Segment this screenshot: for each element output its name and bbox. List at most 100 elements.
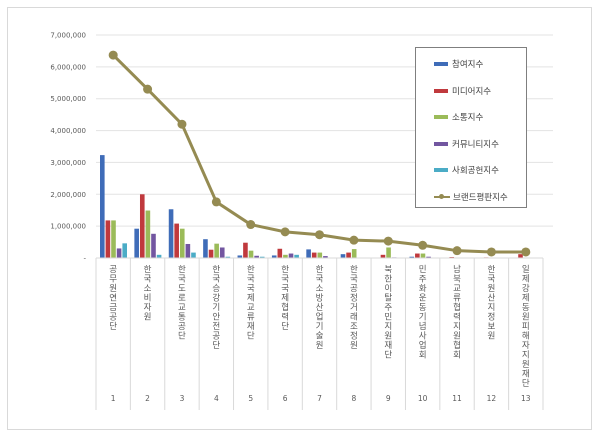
bar-1 bbox=[409, 256, 415, 258]
category-label: 이 bbox=[384, 283, 392, 294]
category-label: 해 bbox=[522, 332, 530, 342]
line-marker bbox=[521, 247, 531, 257]
category-label: 국 bbox=[316, 275, 324, 285]
bar-2 bbox=[243, 242, 248, 258]
category-label: 지 bbox=[488, 303, 496, 313]
category-number: 8 bbox=[351, 394, 356, 403]
bar-2 bbox=[346, 252, 351, 258]
category-label: 한 bbox=[316, 265, 324, 275]
bar-1 bbox=[340, 254, 346, 258]
bar-5 bbox=[156, 254, 162, 258]
category-label: 제 bbox=[522, 275, 530, 285]
category-label: 원 bbox=[384, 332, 392, 342]
category-label: 한 bbox=[144, 265, 152, 275]
category-label: 협 bbox=[281, 302, 289, 313]
bar-4 bbox=[426, 256, 431, 258]
bar-1 bbox=[271, 255, 277, 258]
bar-3 bbox=[145, 210, 151, 258]
category-label: 공 bbox=[109, 313, 117, 323]
bar-3 bbox=[179, 228, 185, 258]
y-tick-label: 7,000,000 bbox=[50, 32, 86, 40]
category-label: 강 bbox=[522, 283, 530, 294]
bar-4 bbox=[323, 256, 328, 258]
category-label: 일 bbox=[522, 265, 530, 275]
category-label: 국 bbox=[281, 284, 289, 294]
category-label: 국 bbox=[212, 275, 220, 285]
category-label: 국 bbox=[488, 275, 496, 285]
category-label: 한 bbox=[488, 265, 496, 275]
category-label: 지 bbox=[453, 322, 461, 332]
line-marker bbox=[418, 240, 428, 250]
category-label: 보 bbox=[488, 322, 496, 332]
category-label: 금 bbox=[109, 303, 117, 313]
legend-label: 미디어지수 bbox=[452, 86, 492, 97]
category-label: 조 bbox=[350, 322, 358, 332]
category-label: 국 bbox=[247, 284, 255, 294]
category-label: 북 bbox=[453, 275, 461, 285]
category-label: 류 bbox=[247, 313, 255, 323]
category-label: 주 bbox=[384, 303, 392, 313]
category-label: 교 bbox=[178, 303, 186, 313]
category-label: 원 bbox=[350, 341, 358, 351]
y-tick-label: 6,000,000 bbox=[50, 63, 86, 71]
bar-5 bbox=[122, 243, 127, 258]
category-number: 9 bbox=[386, 394, 391, 403]
category-label: 소 bbox=[144, 284, 152, 294]
category-label: 단 bbox=[178, 331, 186, 342]
category-label: 공 bbox=[212, 332, 220, 342]
category-label: 재 bbox=[247, 322, 255, 332]
category-label: 산 bbox=[316, 302, 324, 313]
line-marker bbox=[383, 236, 393, 246]
category-label: 도 bbox=[178, 284, 186, 294]
category-label: 단 bbox=[109, 321, 117, 332]
category-label: 재 bbox=[384, 341, 392, 351]
line-marker bbox=[315, 230, 324, 240]
bar-3 bbox=[351, 249, 357, 258]
category-label: 업 bbox=[419, 341, 427, 351]
category-label: 회 bbox=[453, 351, 461, 361]
category-label: 공 bbox=[109, 265, 117, 275]
category-label: 재 bbox=[522, 370, 530, 380]
category-label: 업 bbox=[316, 313, 324, 323]
category-label: 력 bbox=[453, 312, 461, 323]
bar-1 bbox=[237, 255, 243, 258]
legend-item: 미디어지수 bbox=[434, 84, 491, 98]
category-label: 술 bbox=[316, 332, 324, 342]
category-number: 12 bbox=[487, 394, 497, 403]
bar-5 bbox=[191, 252, 196, 258]
category-label: 교 bbox=[247, 303, 255, 313]
category-label: 동 bbox=[522, 303, 530, 313]
line-marker bbox=[108, 50, 118, 60]
category-label: 민 bbox=[384, 312, 392, 323]
category-label: 한 bbox=[178, 265, 186, 275]
category-label: 제 bbox=[247, 294, 255, 304]
legend-item: 소통지수 bbox=[434, 110, 483, 124]
category-label: 념 bbox=[419, 322, 427, 332]
category-number: 11 bbox=[452, 394, 462, 403]
bar-2 bbox=[174, 223, 179, 258]
category-label: 원 bbox=[522, 313, 530, 323]
category-label: 원 bbox=[109, 284, 117, 294]
legend-item: 커뮤니티지수 bbox=[434, 137, 499, 151]
legend-line-marker-icon bbox=[434, 193, 450, 199]
category-label: 국 bbox=[350, 275, 358, 285]
line-marker bbox=[246, 220, 256, 230]
category-label: 협 bbox=[453, 340, 461, 351]
bar-4 bbox=[288, 253, 294, 258]
category-label: 기 bbox=[316, 322, 324, 332]
category-label: 단 bbox=[212, 340, 220, 351]
bar-3 bbox=[248, 250, 254, 258]
category-number: 6 bbox=[283, 394, 288, 403]
bar-4 bbox=[151, 233, 156, 258]
category-label: 력 bbox=[281, 312, 289, 323]
category-label: 류 bbox=[453, 294, 461, 304]
legend-swatch-icon bbox=[434, 88, 448, 93]
y-tick-label: 2,000,000 bbox=[50, 191, 86, 199]
category-label: 자 bbox=[522, 341, 530, 351]
bar-5 bbox=[225, 256, 231, 258]
category-label: 탈 bbox=[384, 294, 392, 304]
category-label: 화 bbox=[419, 284, 427, 294]
line-marker bbox=[177, 119, 187, 129]
legend-item: 참여지수 bbox=[434, 57, 483, 71]
category-label: 단 bbox=[522, 378, 530, 389]
